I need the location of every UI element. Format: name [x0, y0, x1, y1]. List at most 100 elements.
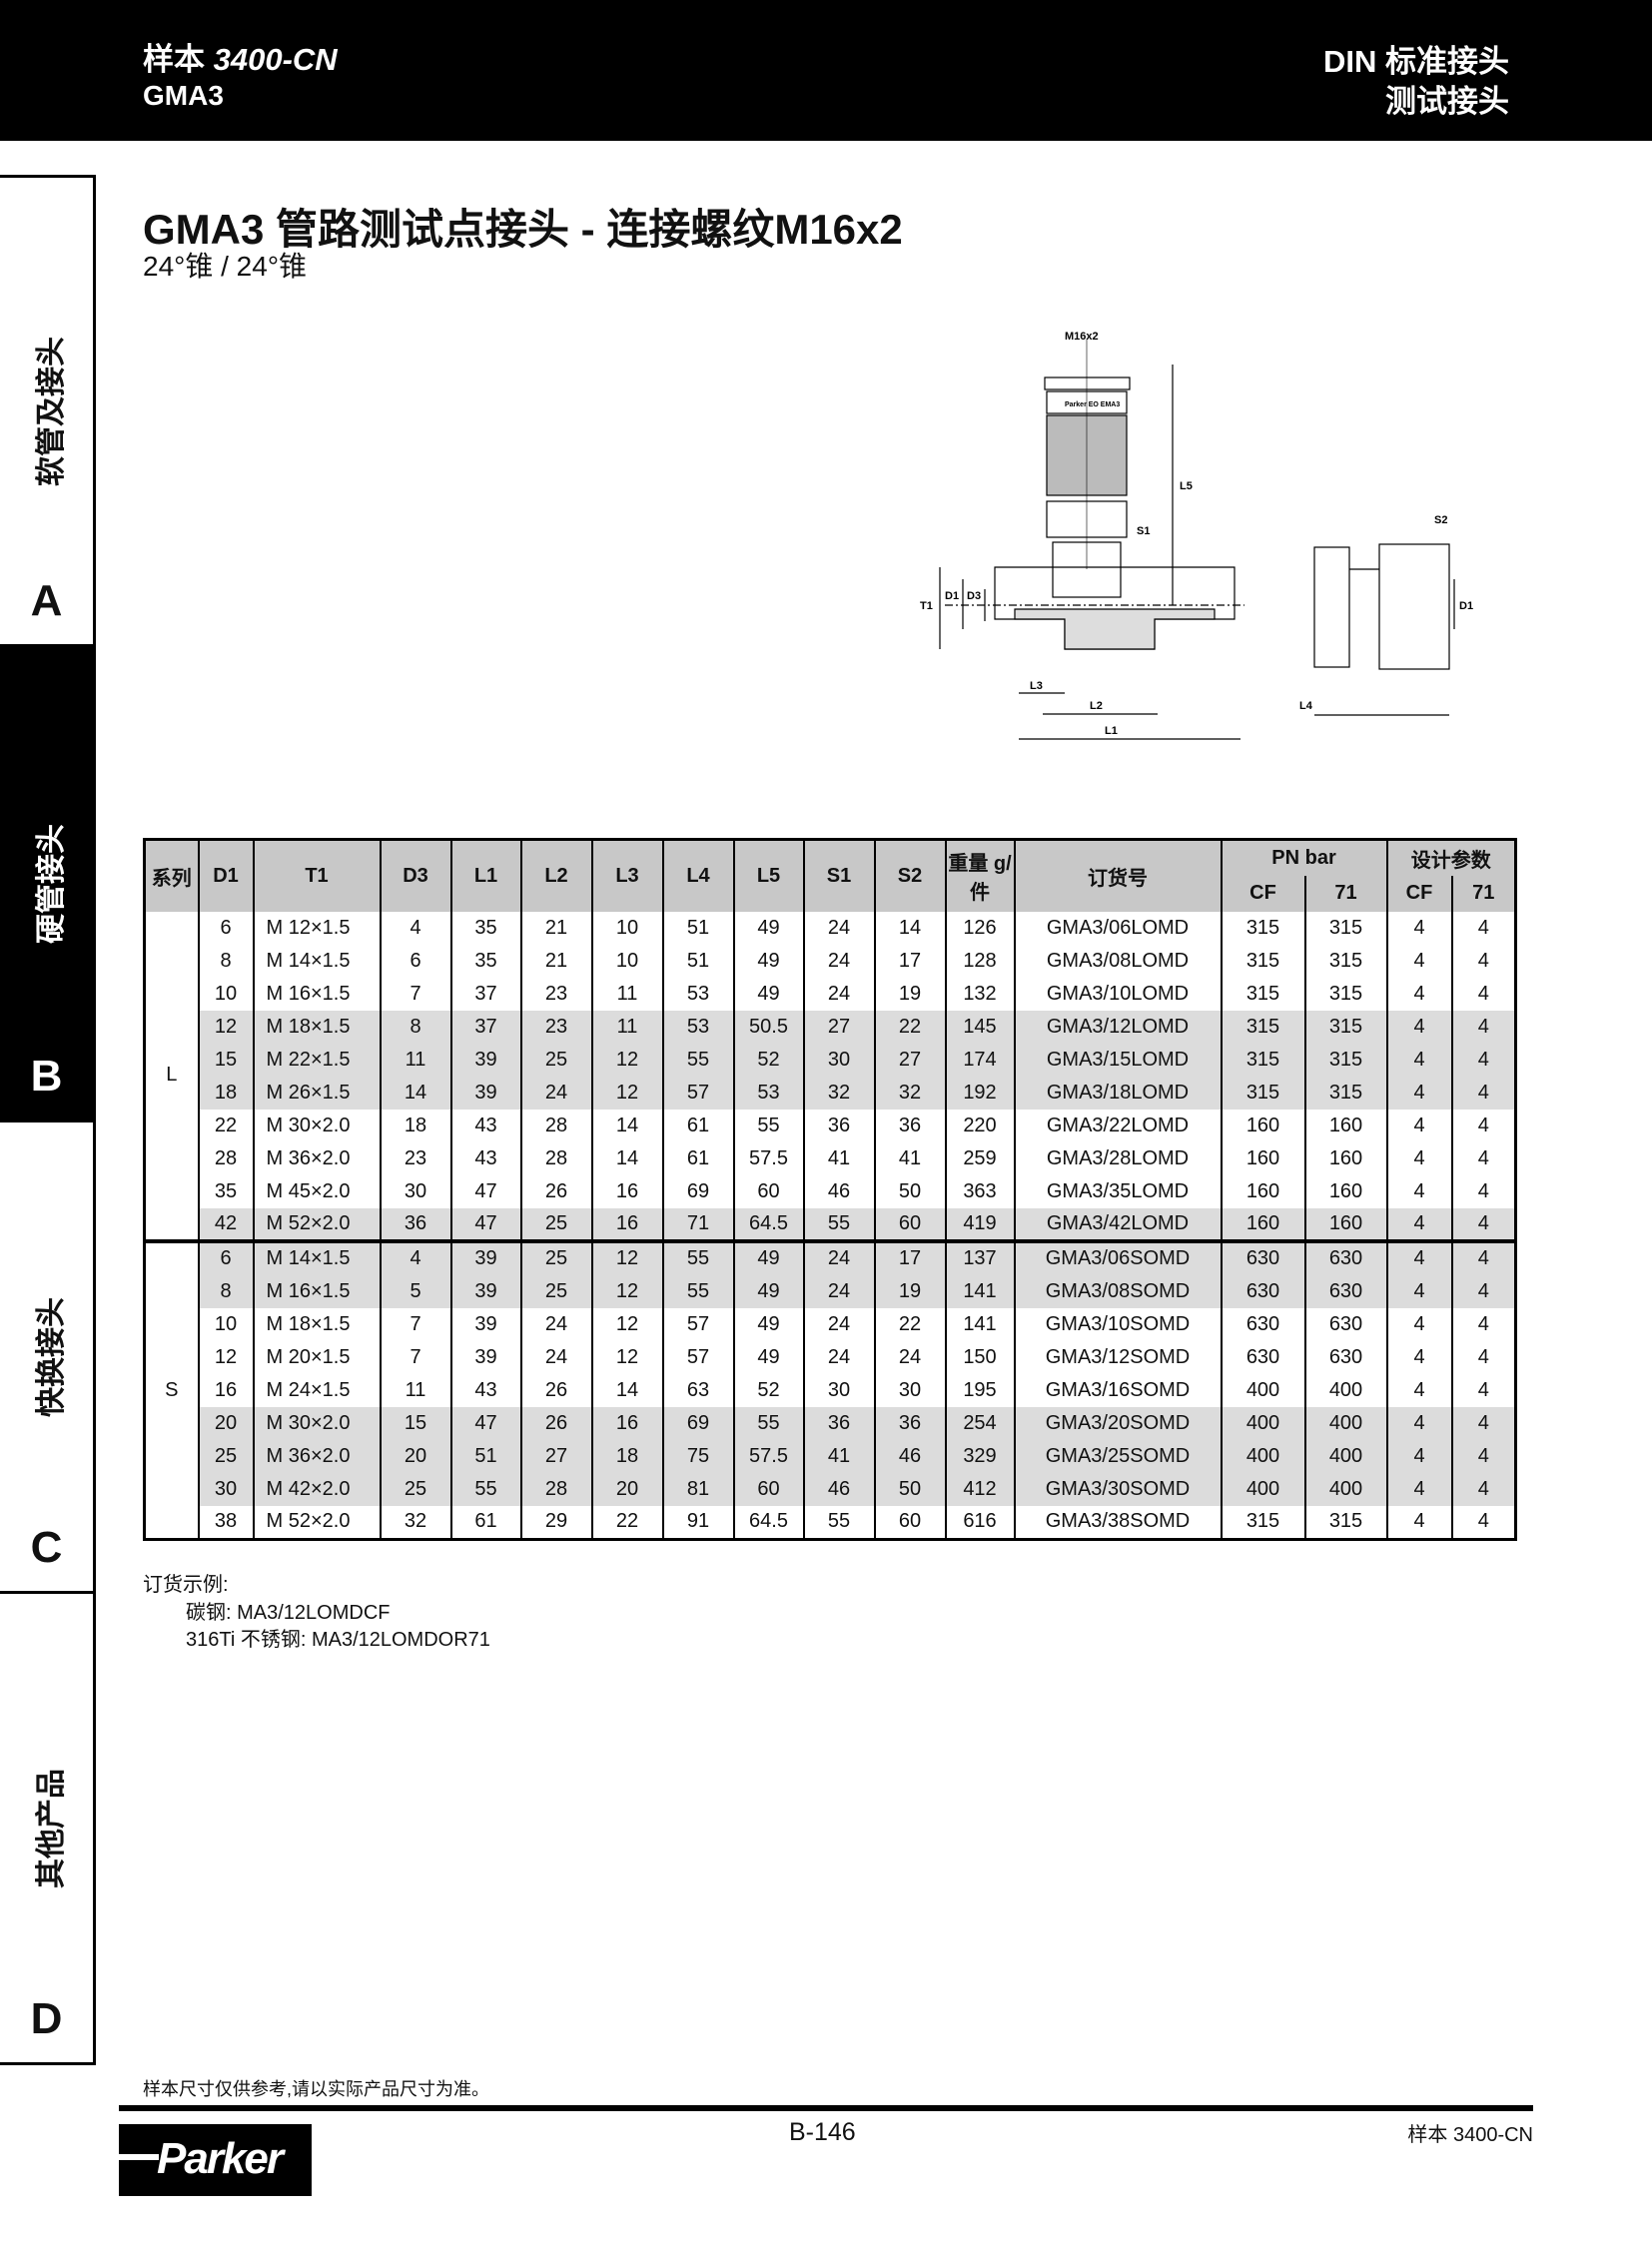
table-row: 20 M 30×2.0 15 47 26 16 69 55 36 36 254 GMA3/20SOMD… [145, 1406, 1516, 1440]
table-cell: 400 [1303, 1406, 1387, 1440]
table-cell: 25 [197, 1440, 254, 1474]
table-cell: 4 [1450, 1010, 1516, 1044]
table-cell: 28 [519, 1142, 592, 1176]
table-cell: 41 [802, 1142, 875, 1176]
label-s1: S1 [1137, 525, 1150, 537]
table-cell: 5 [379, 1274, 451, 1308]
column-subheader: CF [1385, 875, 1452, 912]
table-cell: 24 [802, 1307, 875, 1341]
sidebar-tab-a[interactable]: 软管及接头 A [0, 175, 96, 644]
table-cell: 419 [944, 1208, 1015, 1242]
table-cell: 4 [1385, 1175, 1452, 1209]
table-cell: 315 [1220, 1043, 1305, 1077]
table-cell: 36 [873, 1110, 946, 1143]
table-cell: M 52×2.0 [252, 1506, 381, 1540]
table-cell: 38 [197, 1506, 254, 1540]
sidebar-tab-d[interactable]: 其他产品 D [0, 1591, 96, 2065]
table-cell: 400 [1303, 1440, 1387, 1474]
table-cell: 23 [519, 1010, 592, 1044]
table-row: 42 M 52×2.0 36 47 25 16 71 64.5 55 60 419 GMA3/42LO… [145, 1208, 1516, 1242]
table-cell: 145 [944, 1010, 1015, 1044]
column-header: T1 [252, 839, 381, 912]
table-cell: M 14×1.5 [252, 1241, 381, 1275]
table-cell: 4 [1450, 1307, 1516, 1341]
column-header: 设计参数 [1385, 839, 1516, 876]
table-cell: 4 [1450, 1043, 1516, 1077]
table-cell: 46 [873, 1440, 946, 1474]
table-cell: 50 [873, 1175, 946, 1209]
table-cell: 61 [661, 1142, 734, 1176]
table-cell: 7 [379, 977, 451, 1011]
column-header: L3 [590, 839, 663, 912]
table-cell: 43 [449, 1110, 521, 1143]
table-cell: 43 [449, 1373, 521, 1407]
table-cell: 4 [1385, 1307, 1452, 1341]
table-cell: M 42×2.0 [252, 1473, 381, 1507]
table-cell: 400 [1220, 1440, 1305, 1474]
label-d3: D3 [967, 590, 981, 602]
table-cell: 55 [732, 1406, 804, 1440]
order-example-stainless: 316Ti 不锈钢: MA3/12LOMDOR71 [186, 1629, 490, 1651]
label-l3: L3 [1030, 680, 1043, 692]
table-cell: 10 [590, 911, 663, 945]
table-cell: 27 [802, 1010, 875, 1044]
table-cell: 39 [449, 1340, 521, 1374]
column-header: L2 [519, 839, 592, 912]
table-cell: 37 [449, 977, 521, 1011]
table-cell: 4 [1385, 1406, 1452, 1440]
table-cell: 16 [590, 1208, 663, 1242]
table-cell: 35 [197, 1175, 254, 1209]
table-cell: 55 [802, 1506, 875, 1540]
table-cell: M 12×1.5 [252, 911, 381, 945]
table-cell: 49 [732, 977, 804, 1011]
table-cell: GMA3/12SOMD [1013, 1340, 1222, 1374]
table-cell: 14 [590, 1373, 663, 1407]
column-subheader: 71 [1303, 875, 1387, 912]
column-header: 系列 [143, 839, 199, 912]
table-cell: 4 [1450, 1076, 1516, 1111]
sidebar-tab-b[interactable]: 硬管接头 B [0, 644, 96, 1120]
table-cell: 55 [732, 1110, 804, 1143]
table-cell: 192 [944, 1076, 1015, 1111]
table-cell: 53 [661, 1010, 734, 1044]
table-cell: 24 [802, 1241, 875, 1275]
table-cell: 55 [661, 1043, 734, 1077]
table-cell: GMA3/25SOMD [1013, 1440, 1222, 1474]
table-cell: 4 [1450, 1142, 1516, 1176]
table-cell: 36 [802, 1110, 875, 1143]
table-cell: 32 [873, 1076, 946, 1111]
table-cell: 14 [873, 911, 946, 945]
table-cell: 12 [590, 1043, 663, 1077]
table-cell: GMA3/15LOMD [1013, 1043, 1222, 1077]
table-cell: 81 [661, 1473, 734, 1507]
table-cell: 4 [1385, 1274, 1452, 1308]
table-cell: 23 [519, 977, 592, 1011]
table-cell: 47 [449, 1406, 521, 1440]
table-cell: 10 [590, 944, 663, 978]
table-cell: 137 [944, 1241, 1015, 1275]
page-number: B-146 [789, 2118, 856, 2146]
table-cell: 4 [1385, 1241, 1452, 1275]
table-cell: 315 [1220, 1506, 1305, 1540]
table-cell: M 52×2.0 [252, 1208, 381, 1242]
table-cell: 61 [449, 1506, 521, 1540]
table-cell: 12 [590, 1340, 663, 1374]
table-cell: 51 [661, 944, 734, 978]
table-cell: 39 [449, 1307, 521, 1341]
table-cell: 4 [1450, 1208, 1516, 1242]
table-cell: 69 [661, 1406, 734, 1440]
table-cell: 49 [732, 911, 804, 945]
label-d1: D1 [945, 590, 959, 602]
table-cell: 24 [802, 944, 875, 978]
table-cell: GMA3/16SOMD [1013, 1373, 1222, 1407]
table-cell: 4 [1450, 1274, 1516, 1308]
table-cell: 220 [944, 1110, 1015, 1143]
sidebar-tab-c[interactable]: 快换接头 C [0, 1120, 96, 1591]
footer-divider [119, 2105, 1533, 2111]
table-cell: 630 [1220, 1340, 1305, 1374]
table-cell: GMA3/06SOMD [1013, 1241, 1222, 1275]
table-cell: 24 [802, 1274, 875, 1308]
table-cell: 4 [1385, 1142, 1452, 1176]
table-cell: 26 [519, 1406, 592, 1440]
